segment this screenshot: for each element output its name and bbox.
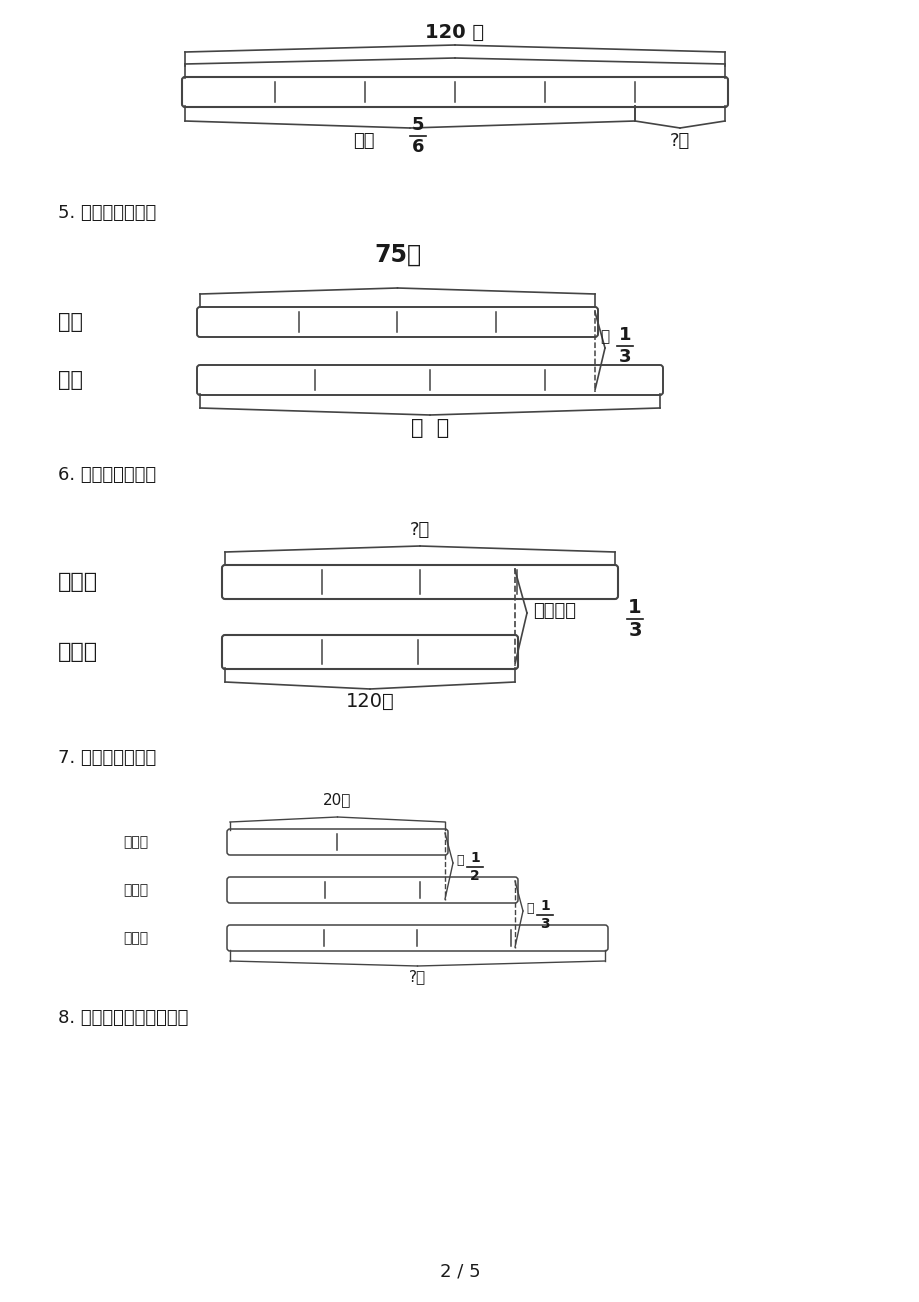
Text: 海豹：: 海豹： xyxy=(123,835,148,849)
Text: 1: 1 xyxy=(618,326,630,344)
Text: 用去: 用去 xyxy=(353,132,375,150)
Text: ?只: ?只 xyxy=(410,521,430,539)
Text: 5. 看图列式计算。: 5. 看图列式计算。 xyxy=(58,204,156,223)
Text: 山羊：: 山羊： xyxy=(58,572,98,592)
Text: 1: 1 xyxy=(628,598,641,617)
Text: 6. 看图列式计算。: 6. 看图列式计算。 xyxy=(58,466,156,484)
Text: 3: 3 xyxy=(539,917,550,931)
Text: 3: 3 xyxy=(628,621,641,641)
Text: 1: 1 xyxy=(470,852,480,865)
Text: 2 / 5: 2 / 5 xyxy=(439,1263,480,1281)
Text: 2: 2 xyxy=(470,868,480,883)
Text: 3: 3 xyxy=(618,348,630,366)
Text: 20年: 20年 xyxy=(323,793,351,807)
Text: 8. 看图列算式，并计算。: 8. 看图列算式，并计算。 xyxy=(58,1009,188,1027)
Text: 海狮：: 海狮： xyxy=(123,883,148,897)
Text: 多: 多 xyxy=(599,329,608,345)
Text: 桃树: 桃树 xyxy=(58,312,83,332)
Text: 多: 多 xyxy=(526,902,533,915)
Text: ?吨: ?吨 xyxy=(669,132,689,150)
Text: 6: 6 xyxy=(412,138,424,156)
Text: 海象：: 海象： xyxy=(123,931,148,945)
Text: 5: 5 xyxy=(412,116,424,134)
Text: 多: 多 xyxy=(456,854,463,867)
Text: 绵羊：: 绵羊： xyxy=(58,642,98,661)
Text: 120 吨: 120 吨 xyxy=(425,22,484,42)
Text: 比绵羊多: 比绵羊多 xyxy=(532,602,575,620)
Text: ？  棵: ？ 棵 xyxy=(411,418,448,437)
Text: 7. 看图列式计算。: 7. 看图列式计算。 xyxy=(58,749,156,767)
Text: ?年: ?年 xyxy=(408,969,425,984)
Text: 75棵: 75棵 xyxy=(373,243,421,267)
Text: 梨树: 梨树 xyxy=(58,370,83,391)
Text: 1: 1 xyxy=(539,898,550,913)
Text: 120只: 120只 xyxy=(346,691,394,711)
